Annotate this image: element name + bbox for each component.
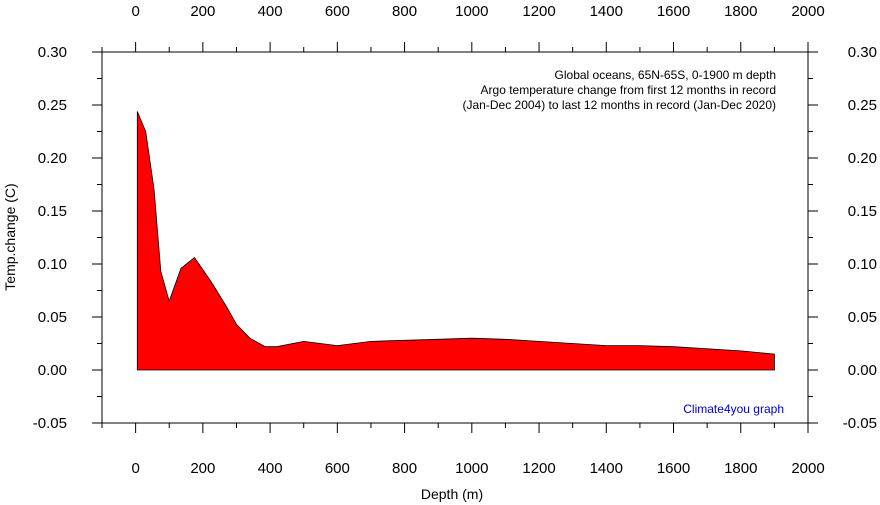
y-tick-label-left: 0.25: [38, 97, 67, 114]
x-tick-label-top: 200: [190, 3, 215, 20]
y-tick-label-left: 0.10: [38, 256, 67, 273]
area-layer: [136, 111, 775, 371]
labels-layer: 0 0 200 200 400 400 600 600 800 800 1000 1000 1200 12…: [33, 3, 877, 477]
x-tick-label-bottom: 600: [325, 460, 350, 477]
x-tick-label-bottom: 2000: [791, 460, 824, 477]
data-area: [136, 111, 775, 371]
x-tick-label-bottom: 800: [392, 460, 417, 477]
y-tick-label-left: 0.00: [38, 362, 67, 379]
x-tick-label-top: 2000: [791, 3, 824, 20]
y-tick-label-right: 0.20: [848, 150, 877, 167]
y-tick-label-right: 0.25: [848, 97, 877, 114]
y-tick-label-right: 0.10: [848, 256, 877, 273]
annotation-line-2: Argo temperature change from first 12 mo…: [481, 83, 776, 97]
x-tick-label-top: 600: [325, 3, 350, 20]
y-tick-label-right: -0.05: [843, 415, 877, 432]
x-axis-title: Depth (m): [421, 486, 483, 502]
y-tick-label-left: -0.05: [33, 415, 67, 432]
x-tick-label-bottom: 0: [131, 460, 139, 477]
x-tick-label-bottom: 1200: [522, 460, 555, 477]
x-tick-label-top: 1600: [657, 3, 690, 20]
y-tick-label-left: 0.30: [38, 44, 67, 61]
y-tick-label-left: 0.05: [38, 309, 67, 326]
x-tick-label-top: 1000: [455, 3, 488, 20]
x-tick-label-bottom: 1800: [724, 460, 757, 477]
x-tick-label-top: 1800: [724, 3, 757, 20]
annotation-line-3: (Jan-Dec 2004) to last 12 months in reco…: [463, 98, 776, 112]
x-tick-label-top: 0: [131, 3, 139, 20]
x-tick-label-top: 1400: [590, 3, 623, 20]
y-tick-label-left: 0.20: [38, 150, 67, 167]
y-tick-label-right: 0.05: [848, 309, 877, 326]
x-tick-label-bottom: 200: [190, 460, 215, 477]
x-tick-label-bottom: 1600: [657, 460, 690, 477]
y-tick-label-left: 0.15: [38, 203, 67, 220]
y-tick-label-right: 0.30: [848, 44, 877, 61]
x-tick-label-bottom: 1400: [590, 460, 623, 477]
x-tick-label-top: 800: [392, 3, 417, 20]
x-tick-label-bottom: 1000: [455, 460, 488, 477]
x-tick-label-bottom: 400: [258, 460, 283, 477]
x-tick-label-top: 1200: [522, 3, 555, 20]
annotation-line-1: Global oceans, 65N-65S, 0-1900 m depth: [555, 68, 776, 82]
credit-label: Climate4you graph: [683, 402, 784, 416]
y-tick-label-right: 0.00: [848, 362, 877, 379]
y-axis-title: Temp.change (C): [2, 183, 18, 290]
x-tick-label-top: 400: [258, 3, 283, 20]
y-tick-label-right: 0.15: [848, 203, 877, 220]
ticks-layer: [92, 42, 818, 433]
